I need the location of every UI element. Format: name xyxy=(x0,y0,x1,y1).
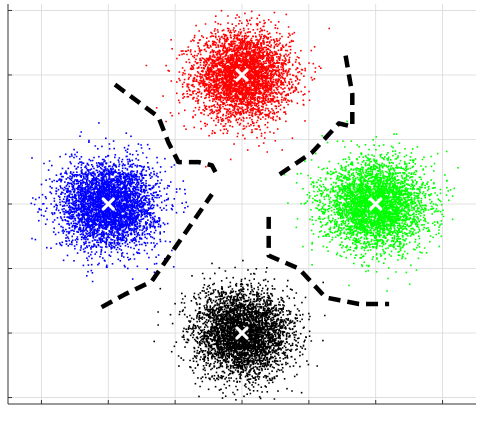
centroid-stroke xyxy=(235,68,249,82)
cluster-2-points xyxy=(283,120,459,292)
centroid-markers xyxy=(101,68,383,340)
decision-boundaries xyxy=(100,55,390,310)
decision-boundary-1 xyxy=(277,55,355,177)
data-points xyxy=(30,9,459,401)
centroid-marker-2 xyxy=(369,197,383,211)
centroid-stroke xyxy=(101,197,115,211)
cluster-0-points xyxy=(145,9,330,168)
centroid-marker-0 xyxy=(235,68,249,82)
axes xyxy=(7,4,476,405)
centroid-stroke xyxy=(369,197,383,211)
centroid-marker-1 xyxy=(101,197,115,211)
centroid-stroke xyxy=(235,326,249,340)
decision-boundary-0 xyxy=(113,82,221,180)
centroid-marker-3 xyxy=(235,326,249,340)
